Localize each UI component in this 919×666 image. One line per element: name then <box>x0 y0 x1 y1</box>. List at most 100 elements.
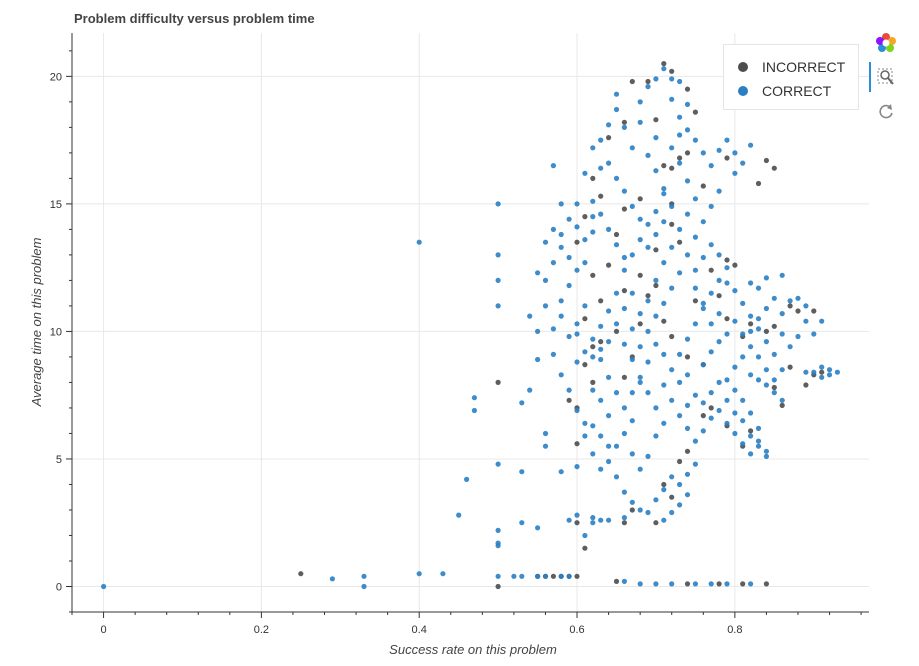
point-correct <box>582 532 588 539</box>
chart-title: Problem difficulty versus problem time <box>74 11 315 26</box>
point-correct <box>661 260 667 266</box>
point-correct <box>803 369 809 375</box>
legend-swatch-correct <box>738 86 748 96</box>
point-incorrect <box>653 282 659 289</box>
point-correct <box>763 275 770 281</box>
point-correct <box>669 203 675 209</box>
point-correct <box>692 234 699 240</box>
point-incorrect <box>606 262 612 268</box>
point-correct <box>732 387 738 393</box>
point-correct <box>708 349 714 355</box>
point-correct <box>716 339 722 345</box>
point-correct <box>708 581 714 587</box>
point-incorrect <box>787 303 793 309</box>
point-incorrect <box>819 369 825 375</box>
point-correct <box>669 367 675 373</box>
point-incorrect <box>661 318 667 324</box>
point-correct <box>748 410 754 416</box>
point-correct <box>361 583 367 590</box>
point-correct <box>645 152 651 158</box>
point-correct <box>519 520 525 526</box>
point-incorrect <box>574 441 580 447</box>
point-correct <box>606 374 612 380</box>
point-correct <box>700 305 706 312</box>
point-correct <box>637 581 643 587</box>
point-correct <box>732 288 738 294</box>
legend-label-incorrect: INCORRECT <box>762 59 846 75</box>
point-correct <box>653 231 659 238</box>
point-correct <box>795 333 801 340</box>
point-correct <box>637 99 643 105</box>
point-correct <box>590 229 596 235</box>
point-incorrect <box>582 316 588 322</box>
point-incorrect <box>629 507 635 513</box>
legend-label-correct: CORRECT <box>762 83 832 99</box>
point-correct <box>700 219 706 225</box>
point-incorrect <box>629 78 635 85</box>
point-correct <box>669 581 675 587</box>
plot-toolbar <box>869 30 909 130</box>
point-correct <box>653 208 659 215</box>
bokeh-logo-icon[interactable] <box>875 32 897 54</box>
point-correct <box>803 318 809 324</box>
point-correct <box>566 387 572 393</box>
point-correct <box>329 576 335 582</box>
point-correct <box>606 160 612 166</box>
point-correct <box>535 356 541 363</box>
point-correct <box>700 400 706 406</box>
point-correct <box>755 438 762 444</box>
point-correct <box>692 392 699 398</box>
point-incorrect <box>598 298 604 304</box>
point-correct <box>606 413 612 419</box>
point-correct <box>495 573 501 579</box>
point-correct <box>606 122 612 128</box>
point-correct <box>629 252 635 258</box>
point-correct <box>511 573 517 579</box>
point-correct <box>550 351 557 357</box>
point-incorrect <box>740 581 746 587</box>
point-incorrect <box>661 61 667 67</box>
reset-icon[interactable] <box>875 100 897 122</box>
point-correct <box>661 351 667 357</box>
point-correct <box>550 260 557 266</box>
point-correct <box>763 382 770 388</box>
point-correct <box>787 298 793 304</box>
point-incorrect <box>653 520 659 526</box>
point-incorrect <box>582 362 588 368</box>
point-correct <box>748 280 754 286</box>
point-correct <box>700 150 706 156</box>
point-correct <box>677 413 683 419</box>
point-correct <box>598 397 604 403</box>
point-correct <box>613 91 620 97</box>
point-correct <box>550 226 557 232</box>
point-correct <box>677 481 683 488</box>
point-correct <box>582 170 588 176</box>
point-correct <box>653 405 659 411</box>
point-incorrect <box>621 374 628 380</box>
point-incorrect <box>669 221 675 227</box>
point-correct <box>495 277 501 283</box>
point-correct <box>716 277 722 283</box>
point-incorrect <box>716 293 722 299</box>
point-correct <box>629 326 635 332</box>
box-zoom-icon[interactable] <box>875 66 897 88</box>
point-correct <box>637 379 643 385</box>
point-correct <box>558 231 564 238</box>
series-correct <box>101 66 841 590</box>
point-correct <box>542 443 549 449</box>
point-correct <box>574 224 580 230</box>
y-tick-label: 15 <box>50 199 62 211</box>
point-correct <box>637 507 643 513</box>
point-correct <box>495 527 501 534</box>
point-correct <box>542 430 549 437</box>
point-correct <box>542 573 549 579</box>
active-tool-indicator <box>869 62 871 92</box>
point-correct <box>716 188 722 194</box>
point-correct <box>621 405 628 411</box>
point-incorrect <box>677 155 683 161</box>
point-correct <box>637 311 643 317</box>
point-correct <box>755 425 762 431</box>
point-correct <box>779 397 785 403</box>
y-tick-label: 5 <box>56 454 62 466</box>
point-correct <box>661 191 667 197</box>
